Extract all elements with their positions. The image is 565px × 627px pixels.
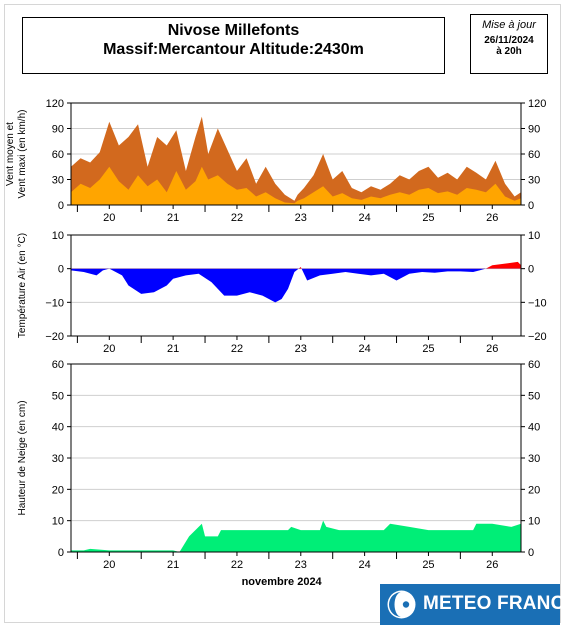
panel-wind: 0 0 30 30 60 60 90 90 120 120 20 21 22 23 24 25 26 Vent m…: [5, 98, 546, 224]
plot-area-temperature: [71, 261, 521, 303]
xtick-label-temperature: 26: [486, 343, 498, 355]
series-temperature-positive: [298, 261, 521, 269]
xtick-label-snow: 24: [358, 559, 370, 571]
ytick-label-left-wind: 30: [52, 175, 64, 187]
xtick-label-snow: 21: [167, 559, 179, 571]
panel-snow: 0 0 10 10 20 20 30 30 40 40 50 50 60 60 20 21 22 23 24 25 26…: [17, 359, 540, 571]
xtick-label-wind: 23: [295, 212, 307, 224]
ytick-label-left-wind: 90: [52, 124, 64, 136]
ytick-label-left-snow: 0: [58, 547, 64, 559]
ylabel-wind-line2: Vent maxi (en km/h): [17, 110, 28, 199]
ytick-label-left-snow: 30: [52, 453, 64, 465]
ytick-label-right-snow: 20: [528, 484, 540, 496]
station-title: Nivose Millefonts: [167, 22, 300, 39]
ytick-label-left-wind: 0: [58, 200, 64, 212]
massif-altitude-title: Massif:Mercantour Altitude:2430m: [103, 41, 364, 58]
ytick-label-left-wind: 60: [52, 149, 64, 161]
xtick-label-temperature: 23: [295, 343, 307, 355]
update-date: 26/11/2024: [484, 35, 534, 46]
ylabel-snow: Hauteur de Neige (en cm): [17, 400, 28, 515]
ytick-label-left-snow: 20: [52, 484, 64, 496]
series-temperature-negative: [71, 268, 521, 303]
ytick-label-left-temperature: 10: [52, 230, 64, 242]
xaxis-label: novembre 2024: [242, 576, 323, 588]
xtick-label-snow: 20: [103, 559, 115, 571]
ylabel-wind-line1: Vent moyen et: [5, 122, 16, 186]
xtick-label-temperature: 25: [422, 343, 434, 355]
ytick-label-left-snow: 50: [52, 390, 64, 402]
xtick-label-wind: 22: [231, 212, 243, 224]
xtick-label-snow: 26: [486, 559, 498, 571]
plot-area-snow: [71, 520, 521, 552]
update-box: Mise à jour 26/11/2024 à 20h: [470, 14, 548, 74]
ytick-label-right-snow: 40: [528, 422, 540, 434]
bulletin-card: [4, 4, 561, 623]
ytick-label-right-wind: 30: [528, 175, 540, 187]
plot-frame-temperature: [70, 234, 522, 337]
update-time: à 20h: [496, 46, 522, 57]
meteo-france-logo-icon: [387, 590, 416, 619]
xtick-label-temperature: 20: [103, 343, 115, 355]
ytick-label-left-snow: 40: [52, 422, 64, 434]
ytick-label-right-snow: 50: [528, 390, 540, 402]
ytick-label-right-wind: 0: [528, 200, 534, 212]
xtick-label-wind: 21: [167, 212, 179, 224]
series-hauteur-neige: [71, 520, 521, 552]
xtick-label-snow: 25: [422, 559, 434, 571]
ytick-label-right-snow: 0: [528, 547, 534, 559]
ytick-label-left-temperature: −10: [45, 297, 64, 309]
xtick-label-wind: 26: [486, 212, 498, 224]
ytick-label-left-snow: 60: [52, 359, 64, 371]
ytick-label-left-temperature: −20: [45, 331, 64, 343]
ytick-label-left-temperature: 0: [58, 264, 64, 276]
panel-temperature: −20 −20 −10 −10 0 0 10 10 20 21 22 23 24 25 26 Températ…: [17, 230, 547, 355]
ytick-label-right-wind: 90: [528, 124, 540, 136]
plot-area-wind: [71, 116, 521, 205]
ytick-label-left-wind: 120: [46, 98, 64, 110]
xtick-label-snow: 23: [295, 559, 307, 571]
meteo-france-logo[interactable]: METEO FRANCE: [380, 584, 565, 625]
xtick-label-temperature: 22: [231, 343, 243, 355]
ylabel-temperature: Température Air (en °C): [17, 233, 28, 338]
ytick-label-right-temperature: −20: [528, 331, 547, 343]
ytick-label-right-temperature: 10: [528, 230, 540, 242]
ytick-label-right-wind: 60: [528, 149, 540, 161]
xtick-label-wind: 25: [422, 212, 434, 224]
brand-name: METEO FRANCE: [423, 593, 565, 614]
xtick-label-wind: 20: [103, 212, 115, 224]
ytick-label-right-temperature: −10: [528, 297, 547, 309]
update-label: Mise à jour: [482, 19, 536, 31]
ytick-label-right-snow: 30: [528, 453, 540, 465]
xtick-label-temperature: 24: [358, 343, 370, 355]
ytick-label-right-temperature: 0: [528, 264, 534, 276]
title-box: Nivose Millefonts Massif:Mercantour Alti…: [22, 17, 445, 74]
ytick-label-right-snow: 60: [528, 359, 540, 371]
ytick-label-right-snow: 10: [528, 516, 540, 528]
xtick-label-temperature: 21: [167, 343, 179, 355]
ytick-label-right-wind: 120: [528, 98, 546, 110]
ytick-label-left-snow: 10: [52, 516, 64, 528]
xtick-label-wind: 24: [358, 212, 370, 224]
series-vent-maxi: [71, 116, 521, 205]
xtick-label-snow: 22: [231, 559, 243, 571]
series-vent-moyen: [71, 166, 521, 205]
